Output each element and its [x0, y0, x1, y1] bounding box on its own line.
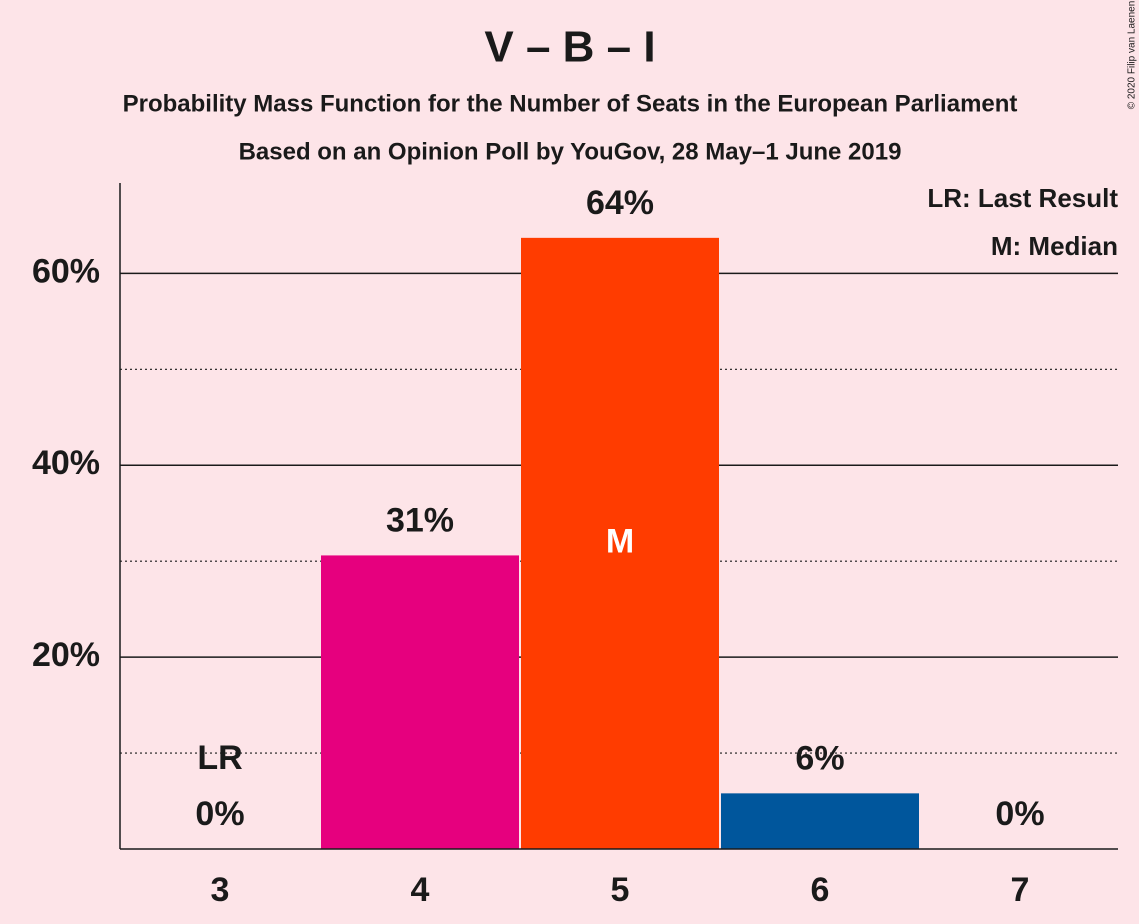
- copyright: © 2020 Filip van Laenen: [1127, 1, 1138, 110]
- value-label: 64%: [586, 184, 654, 222]
- y-tick-label: 20%: [32, 636, 100, 674]
- x-tick-label: 4: [411, 871, 430, 909]
- x-tick-label: 3: [211, 871, 230, 909]
- bar: [321, 555, 519, 849]
- chart-subtitle: Based on an Opinion Poll by YouGov, 28 M…: [239, 138, 902, 165]
- bar: [721, 793, 919, 849]
- y-tick-label: 40%: [32, 444, 100, 482]
- chart-subtitle: Probability Mass Function for the Number…: [123, 90, 1018, 117]
- value-label: 6%: [795, 739, 844, 777]
- x-tick-label: 7: [1011, 871, 1030, 909]
- value-label: 0%: [995, 795, 1044, 833]
- x-tick-label: 5: [611, 871, 630, 909]
- annotation: LR: [197, 739, 242, 777]
- x-tick-label: 6: [811, 871, 830, 909]
- annotation: M: [606, 522, 634, 560]
- bar: [521, 237, 719, 850]
- chart-title: V – B – I: [484, 23, 655, 72]
- value-label: 31%: [386, 501, 454, 539]
- legend-entry: LR: Last Result: [927, 183, 1118, 213]
- y-tick-label: 60%: [32, 252, 100, 290]
- legend-entry: M: Median: [991, 231, 1118, 261]
- value-label: 0%: [195, 795, 244, 833]
